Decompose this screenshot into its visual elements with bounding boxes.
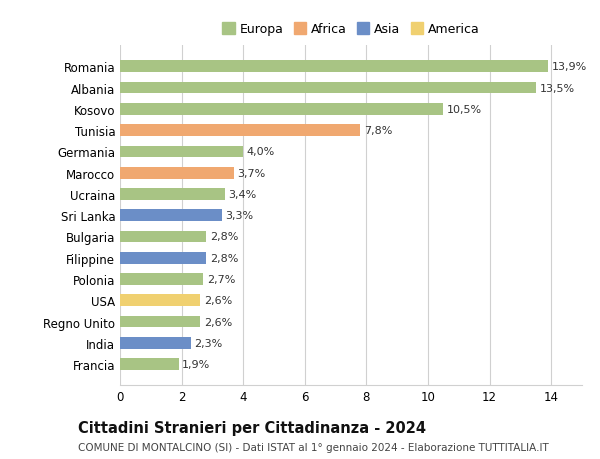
- Text: 13,5%: 13,5%: [539, 84, 575, 93]
- Text: 10,5%: 10,5%: [447, 105, 482, 115]
- Bar: [120, 83, 536, 94]
- Bar: [120, 252, 206, 264]
- Text: 3,7%: 3,7%: [238, 168, 266, 178]
- Bar: [120, 337, 191, 349]
- Text: 2,8%: 2,8%: [210, 253, 238, 263]
- Text: Cittadini Stranieri per Cittadinanza - 2024: Cittadini Stranieri per Cittadinanza - 2…: [78, 420, 426, 435]
- Text: 3,3%: 3,3%: [226, 211, 253, 221]
- Text: 2,6%: 2,6%: [204, 317, 232, 327]
- Text: 2,6%: 2,6%: [204, 296, 232, 306]
- Bar: [120, 168, 234, 179]
- Text: 2,3%: 2,3%: [194, 338, 223, 348]
- Text: 1,9%: 1,9%: [182, 359, 211, 369]
- Legend: Europa, Africa, Asia, America: Europa, Africa, Asia, America: [217, 18, 485, 41]
- Text: 3,4%: 3,4%: [229, 190, 257, 200]
- Text: COMUNE DI MONTALCINO (SI) - Dati ISTAT al 1° gennaio 2024 - Elaborazione TUTTITA: COMUNE DI MONTALCINO (SI) - Dati ISTAT a…: [78, 442, 549, 452]
- Text: 2,7%: 2,7%: [207, 274, 235, 285]
- Bar: [120, 146, 243, 158]
- Bar: [120, 62, 548, 73]
- Text: 2,8%: 2,8%: [210, 232, 238, 242]
- Bar: [120, 295, 200, 307]
- Bar: [120, 358, 179, 370]
- Text: 7,8%: 7,8%: [364, 126, 392, 136]
- Bar: [120, 125, 360, 137]
- Bar: [120, 104, 443, 116]
- Text: 4,0%: 4,0%: [247, 147, 275, 157]
- Bar: [120, 231, 206, 243]
- Text: 13,9%: 13,9%: [552, 62, 587, 72]
- Bar: [120, 274, 203, 285]
- Bar: [120, 189, 225, 200]
- Bar: [120, 316, 200, 328]
- Bar: [120, 210, 221, 222]
